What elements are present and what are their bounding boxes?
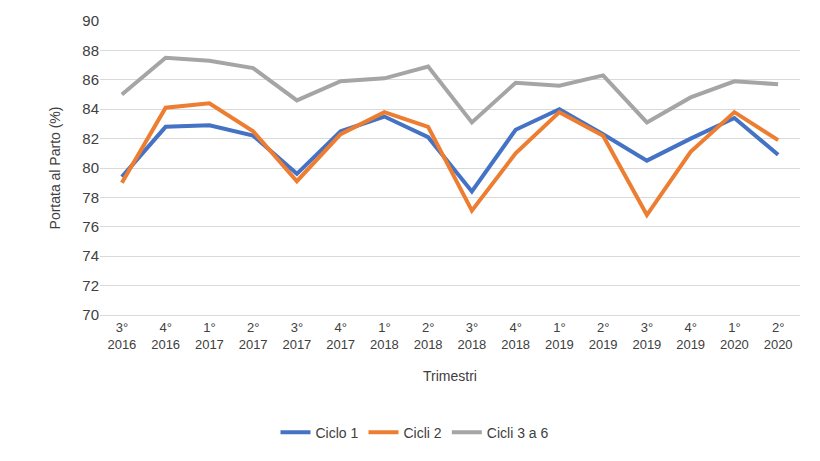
svg-text:74: 74 [82,247,99,264]
svg-text:2°2018: 2°2018 [414,320,443,352]
svg-text:Portata al Parto (%): Portata al Parto (%) [47,107,63,230]
svg-text:80: 80 [82,159,99,176]
svg-text:4°2016: 4°2016 [151,320,180,352]
svg-text:70: 70 [82,306,99,323]
svg-text:88: 88 [82,42,99,59]
svg-text:90: 90 [82,12,99,29]
svg-text:78: 78 [82,189,99,206]
svg-text:4°2018: 4°2018 [501,320,530,352]
svg-text:Cicli 2: Cicli 2 [404,425,442,441]
svg-text:2°2017: 2°2017 [239,320,268,352]
svg-text:1°2017: 1°2017 [195,320,224,352]
svg-text:4°2017: 4°2017 [326,320,355,352]
svg-text:3°2018: 3°2018 [457,320,486,352]
svg-text:86: 86 [82,71,99,88]
svg-text:76: 76 [82,218,99,235]
svg-text:1°2019: 1°2019 [545,320,574,352]
svg-text:1°2018: 1°2018 [370,320,399,352]
svg-text:1°2020: 1°2020 [720,320,749,352]
svg-text:Ciclo 1: Ciclo 1 [316,425,359,441]
svg-text:3°2016: 3°2016 [107,320,136,352]
svg-text:82: 82 [82,130,99,147]
svg-text:3°2019: 3°2019 [632,320,661,352]
svg-text:84: 84 [82,100,99,117]
svg-text:Cicli 3 a 6: Cicli 3 a 6 [487,425,549,441]
svg-text:4°2019: 4°2019 [676,320,705,352]
svg-text:3°2017: 3°2017 [282,320,311,352]
svg-text:Trimestri: Trimestri [423,368,477,384]
svg-text:72: 72 [82,277,99,294]
svg-text:2°2019: 2°2019 [589,320,618,352]
svg-text:2°2020: 2°2020 [764,320,793,352]
